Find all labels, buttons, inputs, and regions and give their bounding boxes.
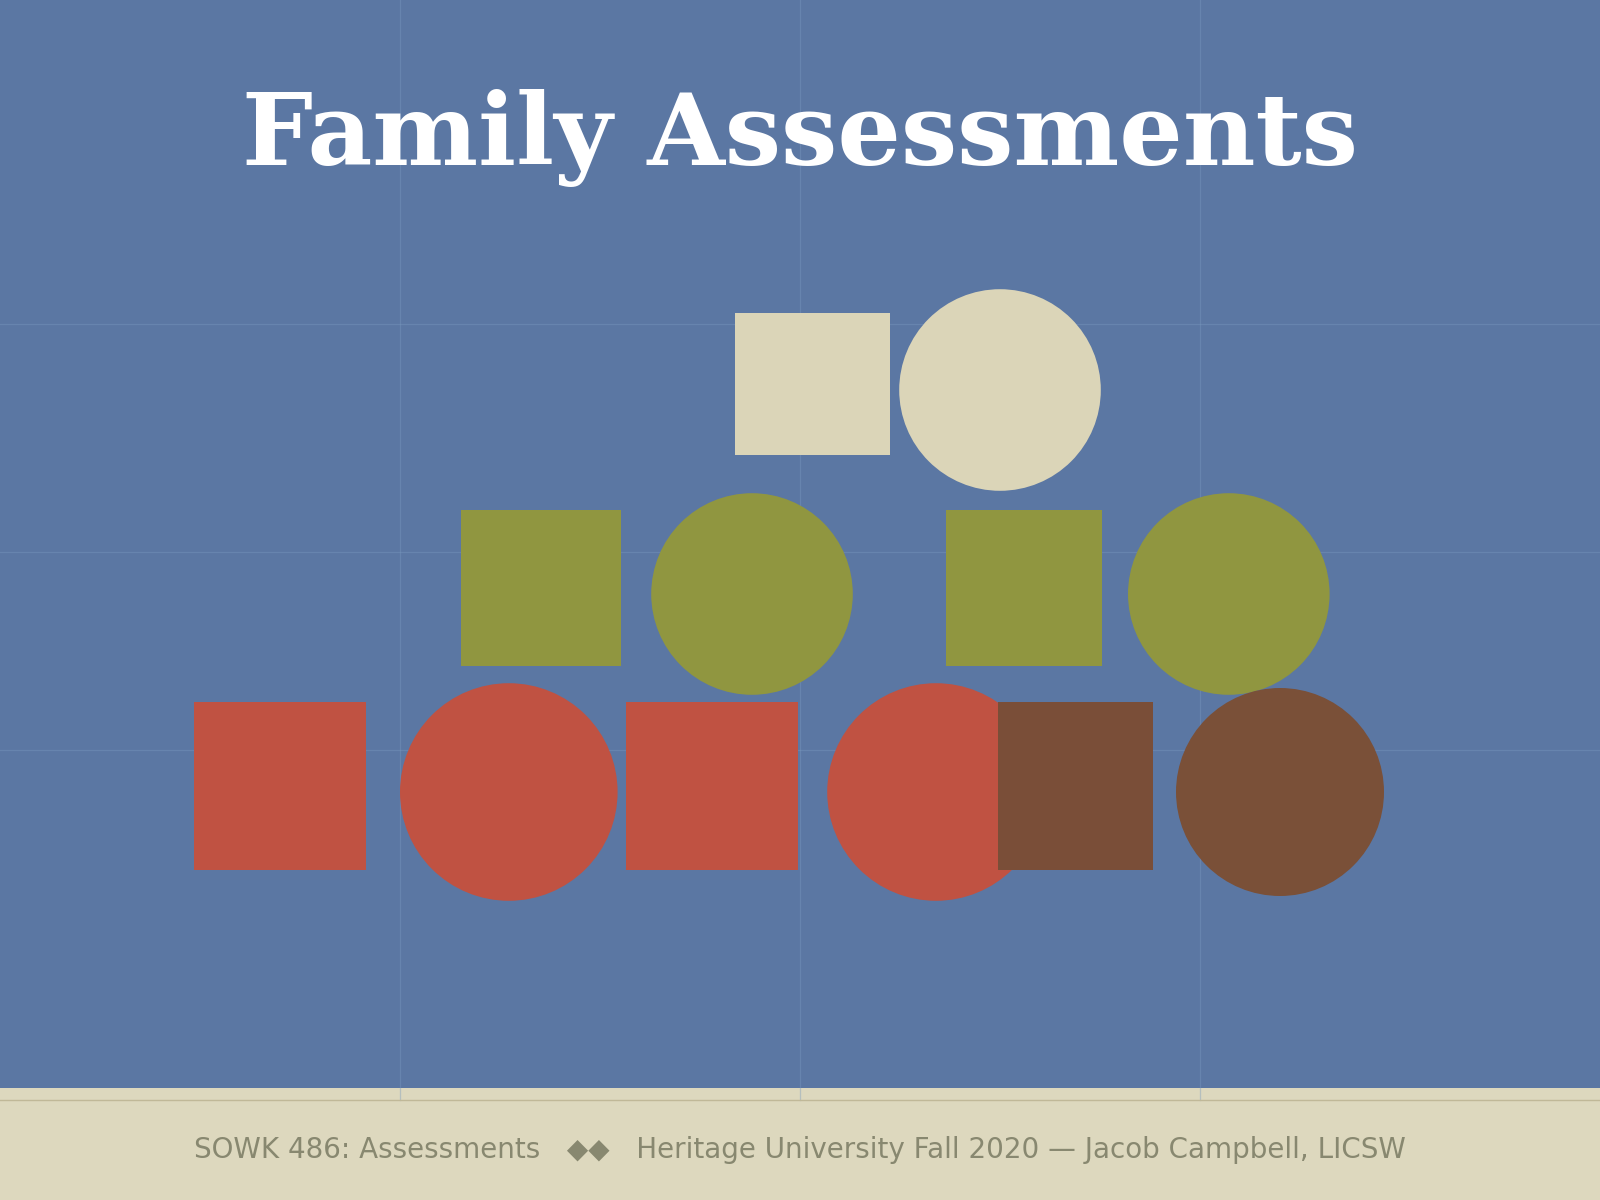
- Bar: [194, 702, 366, 870]
- Ellipse shape: [1176, 688, 1384, 896]
- Bar: [736, 313, 890, 455]
- Ellipse shape: [400, 683, 618, 901]
- Ellipse shape: [1128, 493, 1330, 695]
- Ellipse shape: [899, 289, 1101, 491]
- Ellipse shape: [827, 683, 1045, 901]
- Bar: [0, 1088, 1600, 1200]
- Ellipse shape: [651, 493, 853, 695]
- Bar: [626, 702, 798, 870]
- Text: SOWK 486: Assessments   ◆◆   Heritage University Fall 2020 — Jacob Campbell, LIC: SOWK 486: Assessments ◆◆ Heritage Univer…: [194, 1136, 1406, 1164]
- Text: Family Assessments: Family Assessments: [242, 89, 1358, 187]
- Polygon shape: [0, 1100, 1600, 1200]
- Bar: [947, 510, 1102, 666]
- Bar: [998, 702, 1154, 870]
- Bar: [461, 510, 621, 666]
